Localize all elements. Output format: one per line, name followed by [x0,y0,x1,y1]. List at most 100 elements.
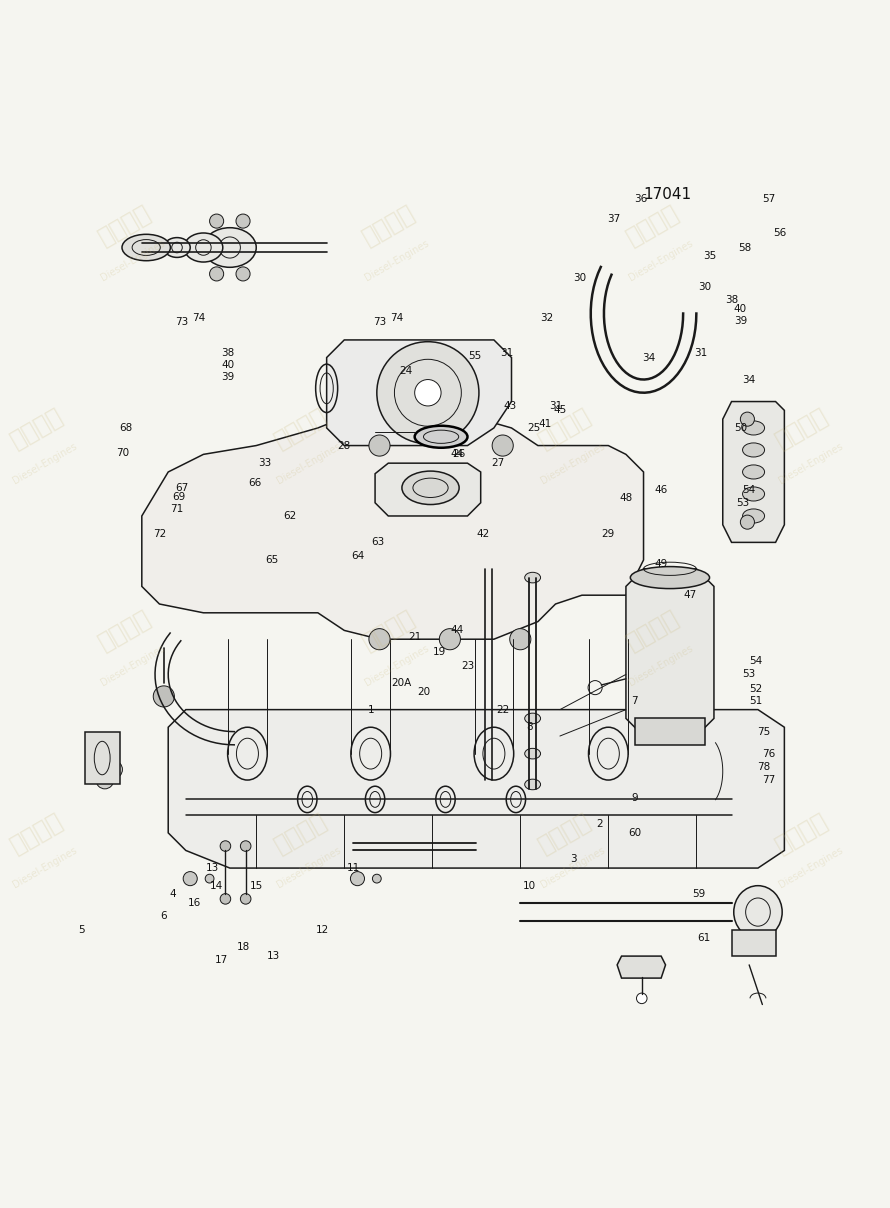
Text: 15: 15 [249,881,263,890]
Text: 38: 38 [725,295,738,306]
Text: 9: 9 [631,792,638,802]
Text: 紫发动力: 紫发动力 [93,606,155,655]
Circle shape [236,267,250,281]
Polygon shape [168,709,784,869]
Text: 20A: 20A [392,678,411,689]
Text: 68: 68 [119,423,133,432]
Text: 67: 67 [174,483,188,493]
Circle shape [740,412,755,426]
Text: 39: 39 [222,372,235,382]
Ellipse shape [742,509,765,523]
Text: 56: 56 [773,227,787,238]
Text: 紫发动力: 紫发动力 [772,808,832,858]
Text: 44: 44 [450,449,464,459]
Text: 54: 54 [749,656,763,667]
Text: 6: 6 [160,912,167,922]
Circle shape [240,894,251,904]
Text: 45: 45 [554,406,567,416]
Text: 58: 58 [738,243,751,252]
Text: Diesel-Engines: Diesel-Engines [539,441,607,486]
Text: 43: 43 [503,401,516,411]
Text: Diesel-Engines: Diesel-Engines [363,238,431,283]
Text: 7: 7 [631,696,638,705]
Circle shape [206,875,214,883]
Circle shape [209,267,223,281]
Text: 29: 29 [602,529,615,539]
Text: 11: 11 [346,863,360,873]
Text: 紫发动力: 紫发动力 [358,201,418,250]
Text: 69: 69 [172,492,185,501]
Circle shape [369,435,390,457]
Text: 14: 14 [210,881,223,890]
Polygon shape [142,401,643,639]
Text: 33: 33 [258,458,271,469]
Text: 25: 25 [527,423,540,432]
Ellipse shape [742,443,765,457]
Text: 60: 60 [628,827,642,838]
Text: 57: 57 [762,194,775,204]
Text: 39: 39 [733,315,747,326]
Circle shape [636,993,647,1004]
Text: 59: 59 [692,889,706,900]
Text: 5: 5 [78,924,85,935]
Ellipse shape [630,567,709,588]
Text: 19: 19 [433,647,446,657]
Text: 28: 28 [337,441,351,451]
Text: 36: 36 [635,194,648,204]
Text: 紫发动力: 紫发动力 [622,201,683,250]
Text: 31: 31 [549,401,562,411]
Text: 13: 13 [206,863,219,873]
Text: Diesel-Engines: Diesel-Engines [539,846,607,890]
Text: Diesel-Engines: Diesel-Engines [627,643,695,689]
Polygon shape [626,569,714,736]
Text: 24: 24 [400,366,412,376]
Polygon shape [617,956,666,978]
Ellipse shape [164,238,190,257]
Text: 16: 16 [188,899,201,908]
Ellipse shape [415,425,467,448]
Text: 70: 70 [116,448,129,458]
Text: 13: 13 [267,951,280,962]
Ellipse shape [742,487,765,501]
Text: 21: 21 [408,632,421,641]
Text: 26: 26 [452,449,465,459]
Circle shape [220,841,231,852]
Circle shape [93,749,111,767]
Text: 49: 49 [654,559,668,569]
Ellipse shape [122,234,170,261]
Text: Diesel-Engines: Diesel-Engines [627,238,695,283]
Polygon shape [723,401,784,542]
Text: 73: 73 [373,318,386,327]
Text: 30: 30 [573,273,587,284]
Text: 18: 18 [237,942,250,952]
Circle shape [376,342,479,443]
Text: 紫发动力: 紫发动力 [5,403,67,453]
Text: Diesel-Engines: Diesel-Engines [99,643,166,689]
Text: 12: 12 [316,924,329,935]
Text: 78: 78 [756,762,770,772]
Text: 22: 22 [496,704,509,715]
Text: 65: 65 [265,554,279,565]
Text: 23: 23 [461,661,474,670]
Text: 42: 42 [477,529,490,539]
Text: 71: 71 [170,504,183,513]
Text: 73: 73 [174,318,188,327]
Text: 3: 3 [570,854,577,864]
Text: Diesel-Engines: Diesel-Engines [777,441,845,486]
Text: 紫发动力: 紫发动力 [5,808,67,858]
Circle shape [369,628,390,650]
Circle shape [240,841,251,852]
Text: 38: 38 [222,348,235,358]
Circle shape [510,628,530,650]
Ellipse shape [525,749,540,759]
Text: 63: 63 [371,538,384,547]
Circle shape [105,761,123,778]
Polygon shape [732,930,775,956]
Text: 紫发动力: 紫发动力 [358,606,418,655]
Text: 20: 20 [417,687,430,697]
Circle shape [96,771,114,789]
Text: Diesel-Engines: Diesel-Engines [275,846,343,890]
Text: 紫发动力: 紫发动力 [534,403,595,453]
Ellipse shape [742,465,765,480]
Text: 17041: 17041 [643,187,692,202]
